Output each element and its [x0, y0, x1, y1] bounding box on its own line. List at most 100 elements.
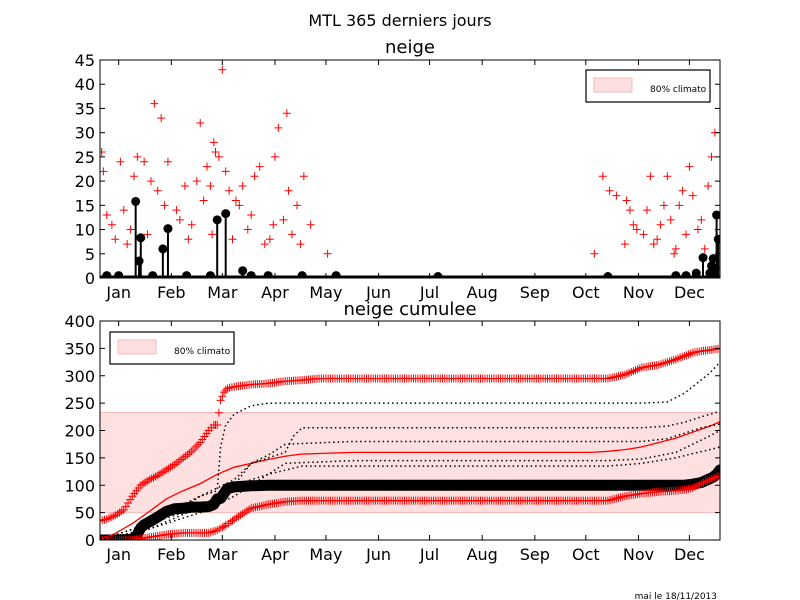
ytick-label: 250	[64, 394, 95, 413]
series-min-year-marker	[618, 492, 627, 501]
series-min-year-marker	[693, 481, 702, 490]
series-climato-marker	[157, 114, 166, 123]
ytick-label: 40	[75, 75, 95, 94]
series-climato-marker	[707, 152, 716, 161]
series-climato-marker	[693, 225, 702, 234]
series-observed	[100, 196, 720, 278]
series-max-year-marker	[684, 350, 693, 359]
series-climato-marker	[100, 167, 108, 176]
series-max-year-marker	[155, 470, 164, 479]
series-observed-point	[238, 266, 248, 276]
series-min-year-marker	[612, 494, 621, 503]
series-climato-marker	[625, 206, 634, 215]
xtick-label: Jun	[365, 283, 391, 302]
ytick-label: 350	[64, 339, 95, 358]
series-climato-marker	[653, 235, 662, 244]
series-climato-marker	[243, 225, 252, 234]
series-climato-marker	[287, 230, 296, 239]
series-climato-marker	[143, 230, 152, 239]
legend-neige: 80% climato	[585, 69, 711, 103]
series-max-year-marker	[102, 515, 111, 524]
series-climato-marker	[632, 225, 641, 234]
series-climato-marker	[133, 152, 142, 161]
xtick-label: Sep	[520, 545, 550, 564]
xtick-label: May	[309, 283, 342, 302]
series-max-year-marker	[141, 478, 150, 487]
ytick-label: 150	[64, 449, 95, 468]
series-max-year-marker	[158, 468, 166, 477]
series-observed-point	[698, 253, 708, 263]
series-min-year-marker	[697, 479, 706, 488]
xtick-label: Oct	[572, 545, 600, 564]
series-max-year-marker	[678, 352, 687, 361]
series-climato-marker	[296, 240, 305, 249]
series-climato-marker	[598, 172, 607, 181]
series-max-year-marker	[164, 464, 173, 473]
series-max-year-marker	[145, 475, 154, 484]
series-max-year-marker	[147, 474, 156, 483]
xtick-label: Apr	[261, 283, 289, 302]
series-observed-point	[221, 209, 231, 219]
series-min-year-marker	[124, 536, 133, 540]
series-max-year-marker	[115, 508, 124, 517]
series-climato-marker	[150, 99, 159, 108]
series-min-year-marker	[688, 483, 697, 492]
series-climato-marker	[214, 152, 223, 161]
series-climato-marker	[659, 201, 668, 210]
ytick-label: 50	[75, 504, 95, 523]
series-min-year-marker	[115, 536, 124, 540]
series-climato-marker	[656, 220, 665, 229]
series-max-year-marker	[117, 507, 126, 516]
legend-cumulee-swatch	[117, 339, 157, 355]
series-climato-marker	[180, 181, 189, 190]
series-max-year-marker	[682, 351, 691, 360]
ytick-label: 30	[75, 124, 95, 143]
series-min-year-marker	[699, 478, 708, 487]
series-climato-marker	[675, 201, 684, 210]
series-min-year-marker	[232, 513, 241, 522]
series-min-year-marker	[614, 493, 623, 502]
series-max-year-marker	[181, 452, 190, 461]
series-max-year-marker	[174, 457, 183, 466]
series-year-C	[100, 423, 720, 540]
series-max-year-marker	[620, 370, 629, 379]
xtick-label: Feb	[157, 283, 185, 302]
ytick-label: 20	[75, 172, 95, 191]
legend-cumulee-label: 80% climato	[174, 347, 231, 357]
series-max-year-marker	[661, 358, 670, 367]
series-climato-marker	[323, 249, 332, 258]
series-max-year-marker	[160, 467, 169, 476]
series-min-year-marker	[695, 480, 704, 489]
series-max-year-marker	[104, 514, 113, 523]
series-climato-marker	[299, 172, 308, 181]
series-climato-marker	[153, 186, 162, 195]
series-climato-marker	[228, 235, 237, 244]
series-min-year-marker	[245, 505, 254, 514]
series-min-year-marker	[100, 536, 107, 540]
series-max-year-marker	[121, 502, 130, 511]
series-observed-point	[131, 196, 141, 206]
legend-cumulee: 80% climato	[109, 331, 235, 365]
panel-neige-cumulee-title: neige cumulee	[343, 299, 476, 320]
series-climato-marker	[238, 181, 247, 190]
series-min-year-marker	[608, 495, 617, 504]
series-climato-marker	[218, 65, 227, 74]
series-min-year-marker	[211, 526, 220, 535]
panel-neige-cumulee: 0 50 100 150 200 250 300 350 400 Jan Feb Mar Apr May J…	[64, 299, 721, 564]
series-observed	[100, 464, 720, 540]
ytick-label: 400	[64, 312, 95, 331]
series-max-year-marker	[185, 448, 194, 457]
series-climato-marker	[697, 215, 706, 224]
series-min-year-marker	[703, 476, 712, 485]
xtick-label: Mar	[207, 283, 238, 302]
series-max-year-marker	[119, 505, 128, 514]
series-climato-marker	[629, 220, 638, 229]
series-climato-marker	[116, 157, 125, 166]
series-min-year-marker	[220, 522, 228, 531]
series-climato-marker	[590, 249, 599, 258]
legend-neige-label: 80% climato	[650, 85, 707, 95]
series-max-year-marker	[124, 499, 133, 508]
xtick-label: Jul	[419, 283, 439, 302]
series-climato-marker	[639, 230, 648, 239]
ytick-label: 0	[85, 531, 95, 550]
